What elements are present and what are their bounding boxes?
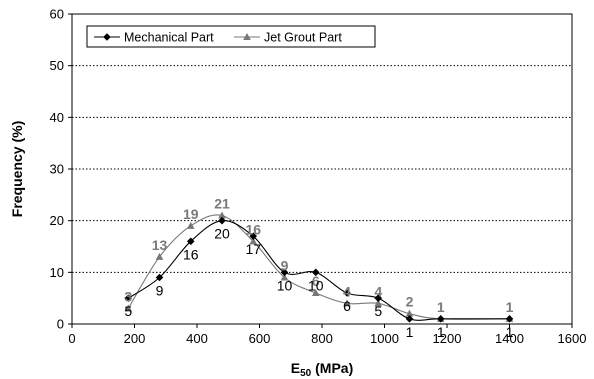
legend-label-1: Jet Grout Part [264, 31, 342, 45]
data-label-0: 9 [156, 283, 164, 299]
x-tick-label: 800 [311, 331, 333, 346]
data-label-1: 19 [183, 206, 199, 222]
data-point-0 [436, 315, 445, 323]
data-label-1: 6 [312, 273, 320, 289]
data-point-1 [311, 289, 320, 296]
data-point-0 [311, 268, 320, 277]
y-tick-label: 0 [57, 317, 64, 332]
data-point-1 [374, 299, 383, 307]
data-point-1 [280, 273, 289, 281]
data-label-1: 2 [406, 294, 414, 310]
data-label-0: 1 [437, 324, 445, 340]
legend-box [86, 25, 376, 48]
y-tick-label: 20 [50, 213, 64, 228]
x-axis-ticks: 0 200 400 600 800 1000 1200 1400 1600 [68, 324, 586, 346]
data-label-0: 5 [374, 303, 382, 319]
x-tick-label: 1000 [370, 331, 399, 346]
x-axis-title: E50 (MPa) [291, 360, 353, 379]
y-tick-label: 30 [50, 162, 64, 177]
data-point-0 [374, 294, 383, 302]
data-label-0: 10 [277, 277, 293, 293]
gridlines [72, 65, 572, 273]
y-axis-title: Frequency (%) [9, 121, 25, 217]
data-label-0: 1 [406, 324, 414, 340]
data-point-0 [343, 289, 351, 297]
x-tick-label: 400 [186, 331, 208, 346]
data-label-0: 20 [214, 226, 230, 242]
x-tick-label: 1200 [433, 331, 462, 346]
y-tick-label: 40 [50, 110, 64, 125]
x-tick-label: 0 [68, 331, 75, 346]
data-label-0: 10 [308, 277, 324, 293]
data-label-0: 6 [343, 298, 351, 314]
data-point-1 [124, 304, 133, 312]
y-tick-label: 50 [50, 58, 64, 73]
data-label-0: 17 [245, 241, 261, 257]
data-label-1: 3 [124, 289, 132, 305]
data-label-1: 4 [374, 283, 382, 299]
legend-marker-0 [103, 33, 111, 41]
x-tick-label: 1400 [495, 331, 524, 346]
data-label-1: 1 [437, 299, 445, 315]
data-point-0 [155, 273, 164, 282]
data-point-1 [218, 211, 226, 219]
data-label-0: 5 [124, 303, 132, 319]
data-label-0: 1 [506, 324, 514, 340]
data-point-1 [249, 237, 258, 245]
data-point-0 [405, 315, 414, 323]
x-tick-label: 1600 [558, 331, 587, 346]
x-tick-label: 200 [124, 331, 146, 346]
data-label-1: 13 [152, 237, 168, 253]
legend-label-0: Mechanical Part [124, 31, 214, 45]
data-point-1 [186, 221, 195, 229]
data-label-1: 1 [506, 299, 514, 315]
data-point-0 [505, 315, 514, 323]
data-point-0 [186, 237, 195, 246]
data-label-1: 16 [245, 221, 261, 237]
data-point-0 [249, 232, 258, 240]
data-point-1 [405, 309, 414, 317]
data-label-1: 4 [343, 283, 351, 299]
data-point-0 [280, 268, 289, 277]
y-axis-ticks: 0 10 20 30 40 50 60 [50, 7, 72, 332]
data-point-1 [155, 252, 164, 260]
series-layer [124, 211, 514, 323]
y-tick-label: 10 [50, 265, 64, 280]
data-label-1: 9 [281, 258, 289, 274]
y-tick-label: 60 [50, 7, 64, 22]
data-label-1: 21 [214, 196, 230, 212]
data-point-0 [218, 216, 226, 225]
data-label-0: 16 [183, 246, 199, 262]
legend: Mechanical Part Jet Grout Part [86, 25, 376, 48]
data-point-1 [343, 299, 351, 307]
x-tick-label: 600 [249, 331, 271, 346]
data-point-0 [124, 294, 133, 302]
series-line-0 [127, 220, 510, 321]
legend-marker-1 [243, 33, 251, 40]
